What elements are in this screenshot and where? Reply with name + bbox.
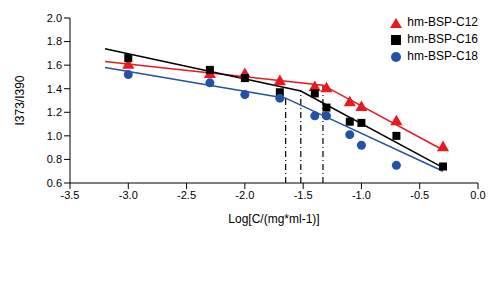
svg-text:-2.0: -2.0 [235, 189, 254, 201]
html-text:hm-BSP-C16: hm-BSP-C16 [407, 32, 478, 46]
svg-text:1.2: 1.2 [47, 106, 62, 118]
svg-text:-0.5: -0.5 [410, 189, 429, 201]
svg-text:1.0: 1.0 [47, 130, 62, 142]
svg-text:-1.0: -1.0 [352, 189, 371, 201]
svg-text:0.0: 0.0 [470, 189, 485, 201]
svg-text:Log[C/(mg*ml-1)]: Log[C/(mg*ml-1)] [228, 212, 319, 226]
svg-text:0.8: 0.8 [47, 153, 62, 165]
svg-text:I373/I390: I373/I390 [13, 75, 27, 125]
html-text:hm-BSP-C18: hm-BSP-C18 [407, 49, 478, 63]
svg-text:1.8: 1.8 [47, 35, 62, 47]
svg-text:2.0: 2.0 [47, 12, 62, 24]
svg-text:1.6: 1.6 [47, 59, 62, 71]
svg-text:1.4: 1.4 [47, 83, 62, 95]
svg-text:-3.0: -3.0 [119, 189, 138, 201]
html-text:hm-BSP-C12: hm-BSP-C12 [407, 15, 478, 29]
svg-text:-3.5: -3.5 [61, 189, 80, 201]
svg-text:0.6: 0.6 [47, 177, 62, 189]
svg-text:-2.5: -2.5 [177, 189, 196, 201]
svg-text:-1.5: -1.5 [294, 189, 313, 201]
